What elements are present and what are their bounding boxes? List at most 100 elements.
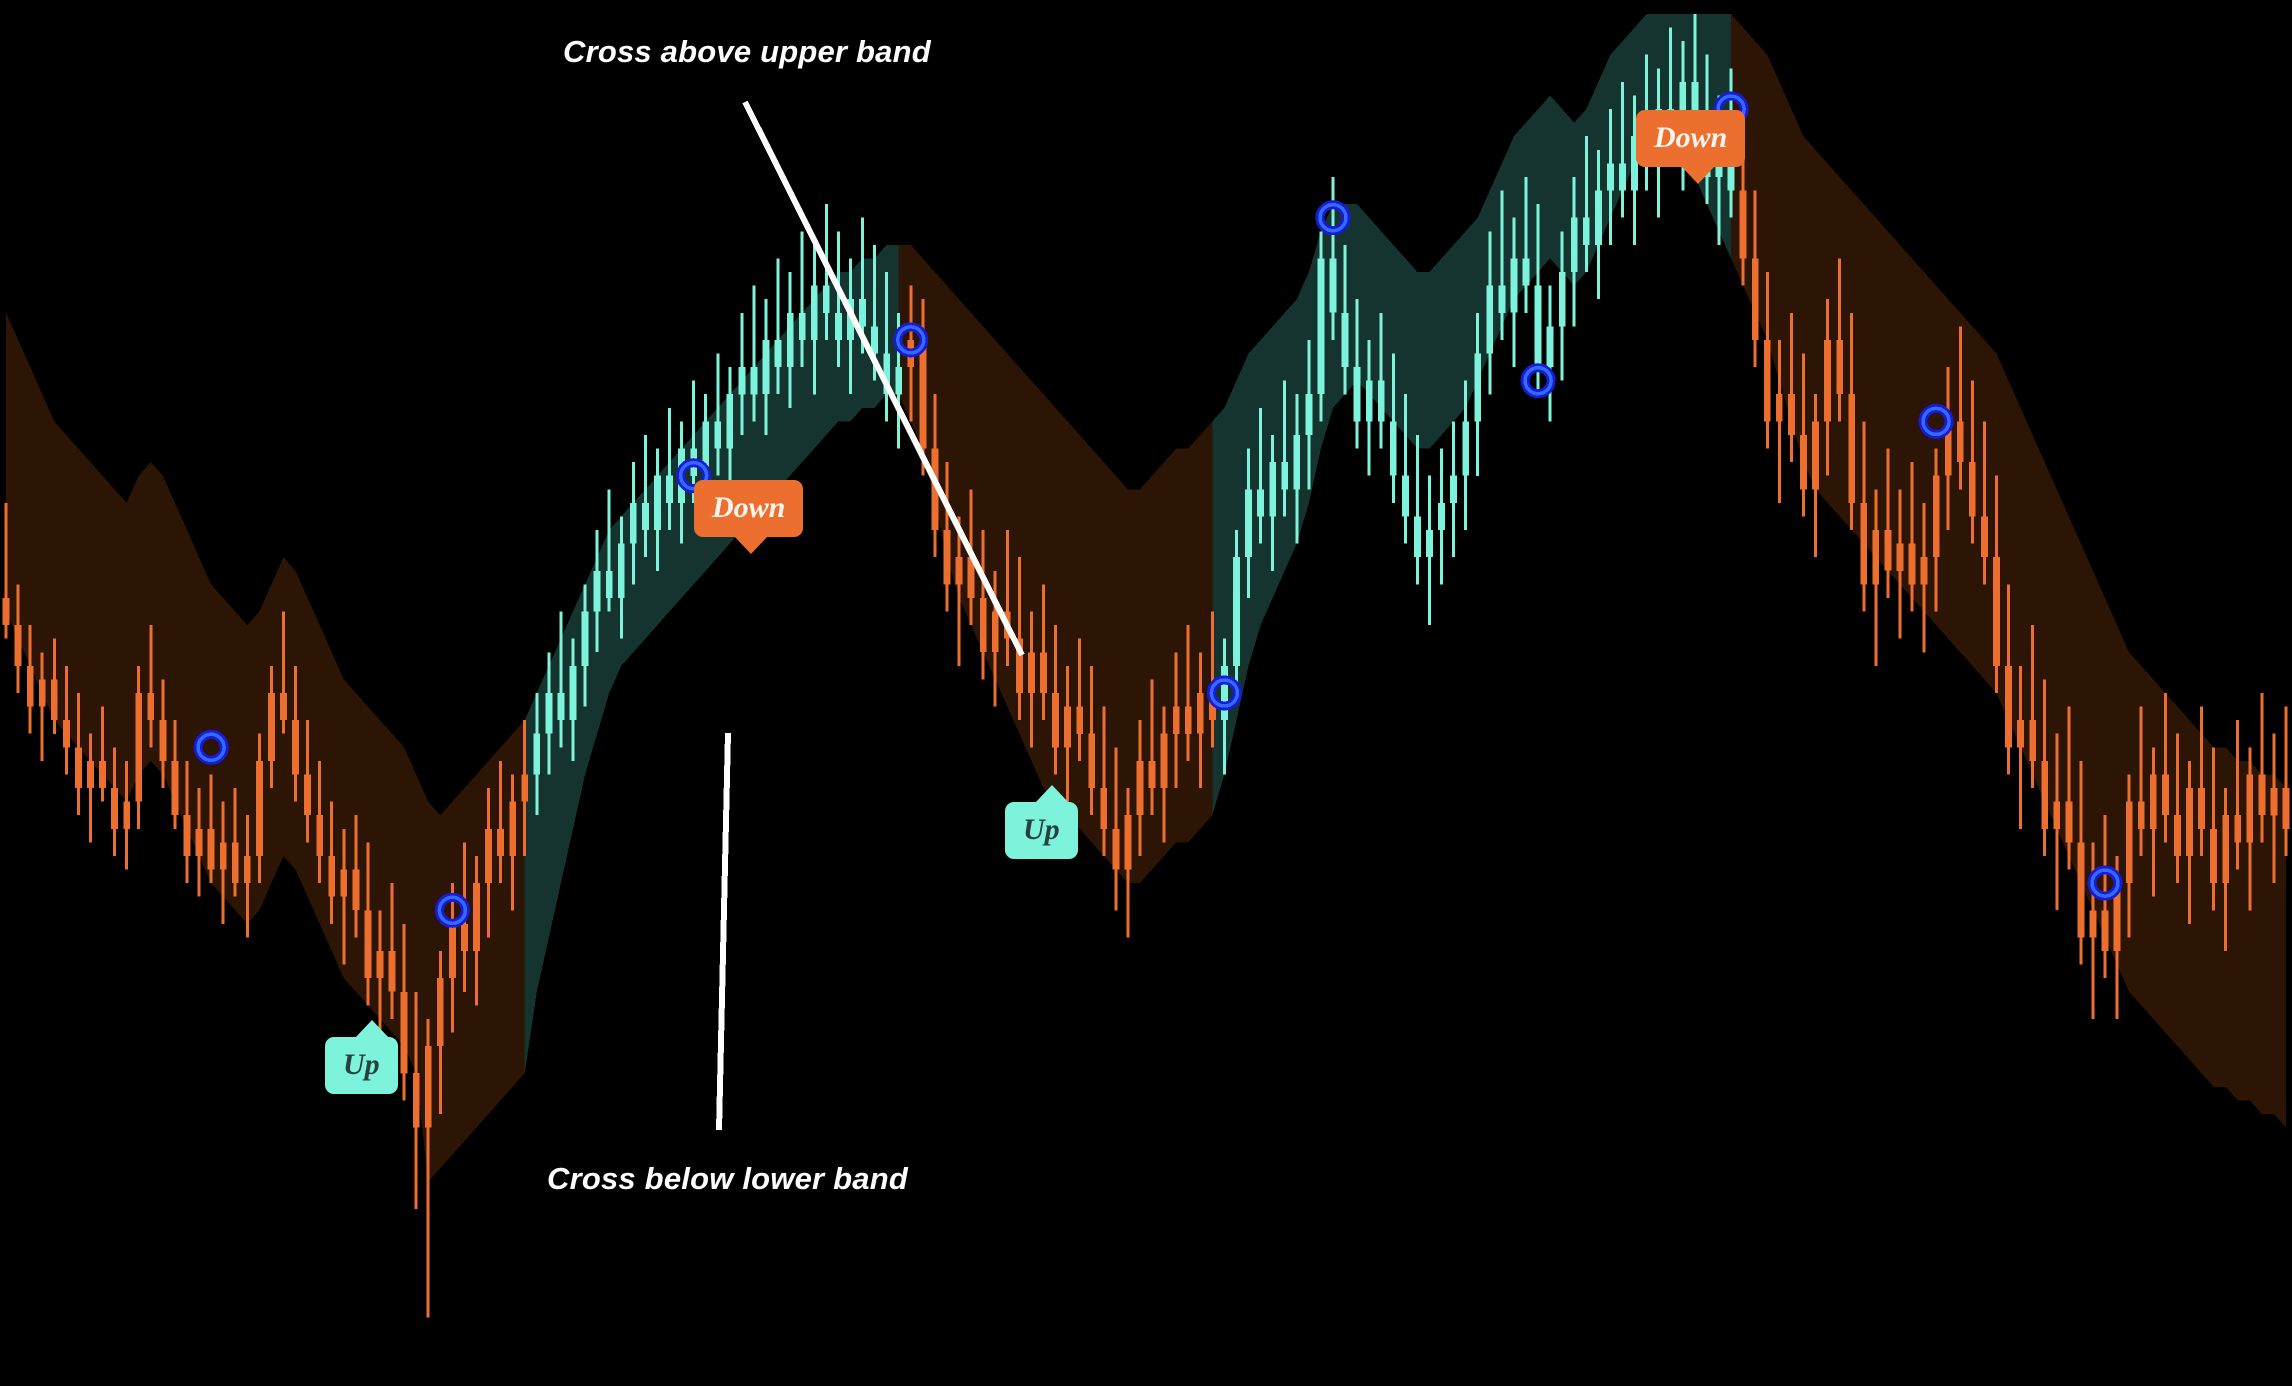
annotation-line-layer — [716, 100, 1025, 1131]
candle-wick — [149, 625, 153, 748]
candle-body — [545, 693, 553, 734]
candle-body — [1221, 665, 1228, 721]
signal-badge-up-2-tail-icon — [1035, 785, 1069, 803]
candle-wick — [607, 489, 611, 612]
candle-body — [256, 760, 263, 856]
candle-body — [2125, 801, 2133, 884]
candle-wick — [1415, 435, 1419, 585]
candle-wick — [559, 611, 563, 748]
candle-body — [1100, 788, 1108, 829]
candle-body — [1184, 706, 1192, 734]
candle-body — [497, 828, 504, 856]
candle-body — [1763, 339, 1771, 422]
candle-body — [1474, 353, 1482, 422]
candle-body — [1570, 217, 1578, 272]
cross-marker-3-inner-ring — [678, 460, 709, 491]
candle-body — [1510, 258, 1518, 313]
candle-wick — [2031, 625, 2035, 789]
cross-marker-5-inner-ring — [1209, 678, 1240, 708]
candle-body — [2282, 788, 2290, 829]
candle-wick — [4, 502, 8, 639]
candle-body — [1341, 312, 1349, 368]
candle-body — [268, 693, 275, 761]
candle-body — [1245, 489, 1252, 558]
candle-body — [1691, 81, 1699, 123]
candle-body — [1281, 462, 1289, 490]
candle-body — [1088, 733, 1096, 788]
candle-body — [1196, 693, 1204, 734]
candle-body — [642, 502, 649, 531]
candle-body — [2174, 815, 2181, 856]
candle-body — [75, 747, 82, 788]
candle-body — [1993, 557, 2000, 666]
candle-wick — [2067, 706, 2071, 870]
candle-body — [2222, 815, 2230, 884]
candle-body — [1631, 136, 1638, 191]
candle-wick — [2236, 720, 2240, 870]
candle-body — [1317, 258, 1325, 395]
signal-badge-down-1[interactable]: Down — [694, 480, 804, 554]
candle-wick — [2163, 693, 2167, 843]
candle-body — [786, 312, 794, 368]
candle-body — [485, 828, 492, 884]
candle-body — [243, 856, 251, 884]
candle-wick — [1524, 177, 1528, 313]
candle-body — [1438, 502, 1445, 531]
candle-wick — [800, 231, 804, 368]
candle-body — [1582, 217, 1590, 245]
candle-wick — [1621, 81, 1624, 218]
candle-body — [726, 394, 734, 449]
candle-body — [1389, 421, 1397, 476]
cross-marker-6-inner-ring — [1318, 202, 1348, 233]
candle-wick — [1283, 380, 1287, 517]
candle-body — [147, 693, 155, 721]
candle-body — [280, 693, 287, 721]
candle-body — [1257, 489, 1264, 517]
candle-body — [1836, 339, 1844, 395]
candle-wick — [1958, 326, 1962, 490]
cross-marker-layer — [193, 91, 2123, 928]
signal-badge-up-1[interactable]: Up — [325, 1020, 398, 1094]
candle-body — [1522, 258, 1530, 286]
candle-body — [1739, 190, 1747, 259]
candle-body — [449, 923, 456, 979]
candle-body — [1462, 421, 1470, 476]
candle-body — [135, 693, 143, 802]
candle-body — [654, 475, 661, 530]
candle-wick — [2200, 706, 2203, 856]
candle-wick — [1910, 462, 1914, 612]
candle-wick — [101, 706, 104, 802]
candle-body — [557, 693, 565, 721]
candle-body — [774, 339, 782, 368]
candle-body — [1486, 285, 1494, 354]
candle-body — [533, 733, 541, 775]
candle-body — [1305, 394, 1313, 435]
candle-body — [943, 530, 951, 585]
candle-body — [2089, 910, 2097, 938]
annotation-cross-below-lower-band-text: Cross below lower band — [547, 1161, 908, 1196]
candle-body — [111, 788, 118, 829]
candle-body — [364, 910, 372, 979]
candle-wick — [692, 380, 696, 503]
candle-body — [1269, 462, 1277, 517]
candle-wick — [1210, 611, 1214, 748]
candle-wick — [1102, 706, 1106, 856]
candle-body — [1860, 502, 1868, 585]
candle-wick — [2260, 693, 2264, 843]
candle-body — [436, 978, 444, 1047]
candle-body — [195, 828, 203, 856]
signal-badge-down-2[interactable]: Down — [1636, 110, 1746, 184]
cross-marker-7-inner-ring — [1523, 365, 1553, 396]
candle-wick — [1150, 679, 1154, 816]
signal-badge-up-2[interactable]: Up — [1005, 785, 1078, 859]
candle-body — [2234, 815, 2242, 843]
candle-body — [979, 597, 987, 653]
candle-wick — [64, 665, 68, 775]
candle-body — [1932, 475, 1940, 558]
signal-badge-down-2-label: Down — [1654, 121, 1728, 154]
candle-body — [762, 339, 770, 395]
candle-body — [2005, 665, 2012, 748]
candle-body — [1124, 815, 1132, 870]
candle-body — [750, 367, 758, 395]
candle-body — [1812, 421, 1819, 490]
